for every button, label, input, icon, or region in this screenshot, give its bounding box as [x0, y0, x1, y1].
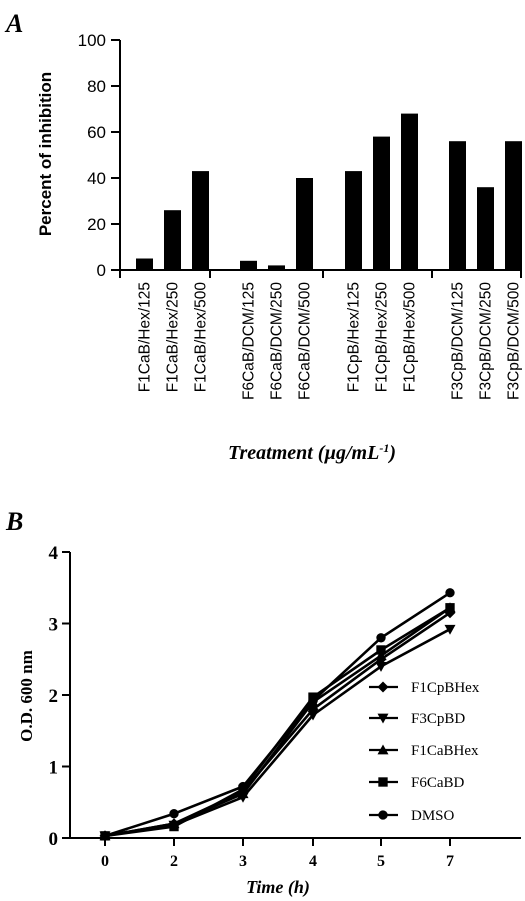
panel-b-marker-triangle-down — [375, 662, 387, 672]
panel-b-series-line — [104, 611, 451, 838]
panel-a-x-tick-label: F1CaB/Hex/125 — [137, 282, 154, 392]
panel-b-y-tick-label: 1 — [49, 758, 59, 779]
panel-a-bar — [164, 210, 181, 270]
panel-a-y-tick-label: 0 — [97, 261, 106, 280]
panel-a-bars — [136, 113, 522, 270]
panel-b-x-tick-label: 3 — [239, 853, 247, 870]
panel-b-legend-label: DMSO — [411, 808, 455, 824]
panel-a-tick-labels: 0 20 40 60 80 100 F1CaB/Hex/125 F1CaB/Hex/250 F1… — [78, 31, 523, 400]
panel-b-series-line — [104, 606, 451, 838]
panel-b-x-tick-label: 5 — [377, 853, 385, 870]
panel-a-x-tick-label: F1CaB/Hex/250 — [165, 282, 182, 393]
panel-b-series — [99, 588, 456, 842]
panel-a-y-tick-label: 40 — [87, 169, 106, 188]
panel-b-legend-label: F1CaBHex — [411, 743, 479, 759]
panel-b-series-line — [104, 628, 451, 838]
panel-b-legend: F1CpBHex F3CpBD F1CaBHex F6CaBD DMSO — [369, 680, 480, 824]
panel-b-marker-square — [169, 821, 179, 832]
panel-a-x-tick-label: F3CpB/DCM/500 — [506, 282, 523, 400]
panel-a-x-axis-label: Treatment (µg/mL-1) — [228, 441, 396, 464]
panel-a-y-tick-label: 20 — [87, 215, 106, 234]
panel-b-marker-triangle-down — [307, 710, 319, 721]
panel-b-x-tick-label: 2 — [170, 853, 178, 870]
panel-b-marker-circle — [238, 781, 248, 792]
panel-a-bar — [268, 265, 285, 270]
panel-b-marker-circle — [445, 588, 455, 598]
panel-b-axes — [62, 551, 521, 846]
panel-b-x-tick-label: 4 — [309, 853, 317, 870]
panel-b-legend-label: F1CpBHex — [411, 680, 480, 696]
panel-b-marker-triangle-up — [375, 650, 387, 661]
panel-a-y-tick-label: 60 — [87, 123, 106, 142]
panel-b-tick-labels: 0 1 2 3 4 0 2 3 4 5 7 — [49, 543, 455, 870]
panel-a-x-tick-label: F6CaB/DCM/500 — [297, 282, 314, 400]
panel-a-bar — [240, 260, 257, 270]
panel-b-marker-diamond — [377, 681, 389, 693]
panel-a-bar — [477, 187, 494, 270]
panel-a-bar — [296, 178, 313, 270]
panel-b-marker-circle — [378, 810, 388, 820]
panel-a-x-tick-label: F3CpB/DCM/250 — [478, 282, 495, 400]
panel-b-marker-circle — [308, 696, 318, 706]
panel-a-bar — [449, 141, 466, 270]
panel-b-y-tick-label: 4 — [49, 543, 59, 564]
panel-a-letter: A — [4, 9, 23, 38]
panel-a-y-tick-label: 100 — [78, 31, 106, 50]
panel-a-y-tick-label: 80 — [87, 77, 106, 96]
panel-b-marker-triangle-down — [444, 624, 456, 635]
panel-a-y-axis-label: Percent of inhibition — [36, 72, 55, 236]
panel-a-x-tick-label: F6CaB/DCM/125 — [241, 282, 258, 400]
panel-b-legend-label: F6CaBD — [411, 775, 465, 791]
panel-b-x-axis-label: Time (h) — [246, 877, 310, 898]
panel-b-marker-circle — [376, 633, 386, 643]
panel-a-bar — [401, 113, 418, 270]
panel-a-bar — [192, 171, 209, 270]
panel-b-marker-triangle-down — [377, 713, 389, 724]
panel-b-marker-circle — [100, 831, 110, 841]
panel-b-marker-square — [445, 603, 455, 613]
panel-a-bar — [345, 171, 362, 270]
panel-b-y-tick-label: 2 — [49, 686, 59, 707]
panel-a-bar — [136, 258, 153, 270]
panel-a-bar — [373, 136, 390, 270]
panel-a-x-tick-label: F3CpB/DCM/125 — [450, 282, 467, 400]
panel-a-x-tick-label: F1CpB/Hex/250 — [374, 282, 391, 393]
panel-a-x-tick-label: F1CaB/Hex/500 — [193, 282, 210, 393]
panel-b-x-tick-label: 7 — [446, 853, 454, 870]
panel-b-series-line — [104, 606, 451, 838]
panel-b-x-tick-label: 0 — [101, 853, 109, 870]
panel-a-x-axis-label-main: Treatment (µg/mL — [228, 442, 379, 464]
panel-a-x-axis-label-sup: -1 — [379, 441, 389, 455]
panel-b-y-axis-label: O.D. 600 nm — [17, 650, 36, 742]
panel-b-legend-label: F3CpBD — [411, 711, 465, 727]
panel-b-marker-square — [378, 777, 388, 787]
panel-b-marker-triangle-up — [377, 744, 389, 755]
panel-a-bar — [505, 141, 522, 270]
panel-a-x-tick-label: F1CpB/Hex/500 — [402, 282, 419, 393]
panel-b-marker-circle — [169, 809, 179, 819]
panel-a-x-tick-label: F1CpB/Hex/125 — [346, 282, 363, 392]
panel-b-series-line — [104, 591, 451, 838]
panel-b-y-tick-label: 3 — [49, 615, 59, 636]
panel-b-y-tick-label: 0 — [49, 829, 59, 850]
panel-b-letter: B — [5, 507, 23, 536]
panel-b-marker-square — [376, 645, 386, 655]
panel-a-x-axis-label-end: ) — [387, 442, 396, 464]
panel-a-x-tick-label: F6CaB/DCM/250 — [269, 282, 286, 400]
